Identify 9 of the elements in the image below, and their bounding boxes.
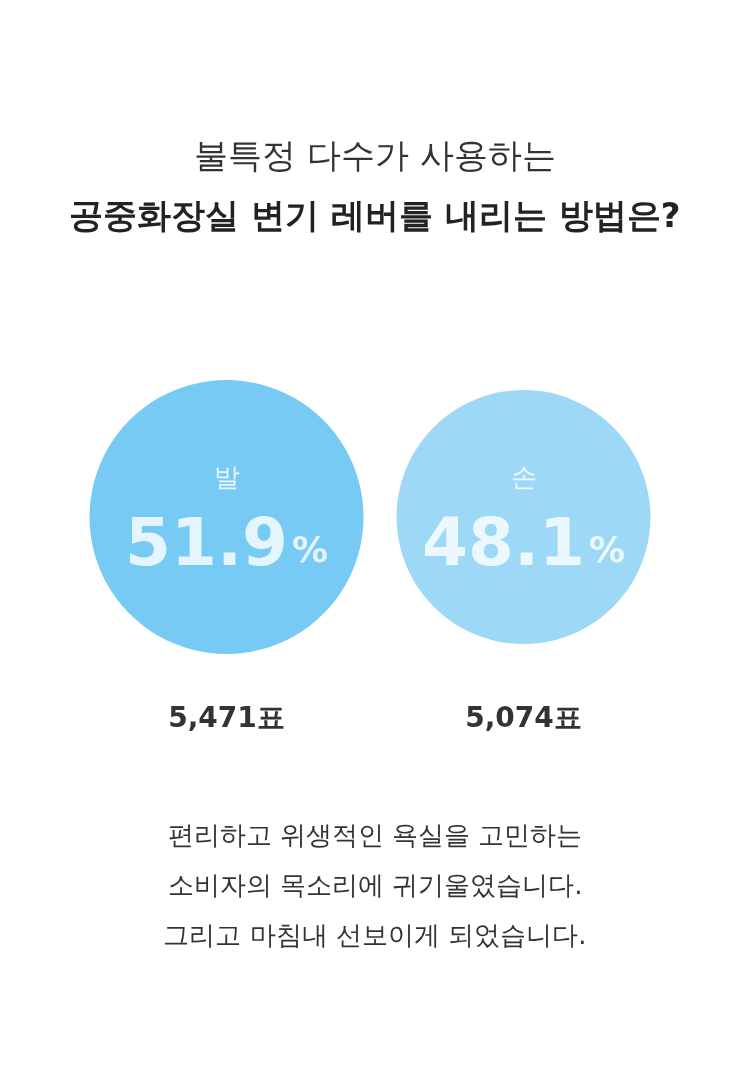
data-label: 51.9% [125,503,328,581]
category-label: 발 [213,462,240,492]
text: 불특정 다수가 사용하는 [194,135,556,175]
text: 5,471표 [168,700,285,734]
category-label: 손 [510,462,537,492]
text: 5,074표 [465,700,582,734]
text: 공중화장실 변기 레버를 내리는 방법은? [69,195,681,235]
text: 편리하고 위생적인 욕실을 고민하는 소비자의 목소리에 귀기울였습니다. 그리고 마침내 선보이게 되었습니다. [163,820,587,950]
data-label: 48.1% [422,503,625,581]
